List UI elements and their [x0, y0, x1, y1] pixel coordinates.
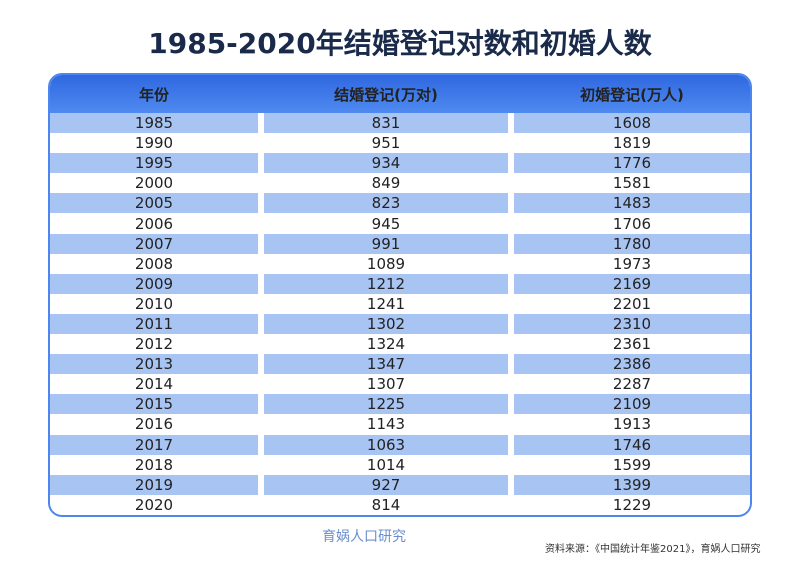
- table-cell: 1819: [612, 134, 652, 153]
- table-cell: 814: [258, 494, 514, 515]
- title: 1985-2020年结婚登记对数和初婚人数: [148, 27, 652, 60]
- table-cell: 1995: [134, 154, 174, 173]
- table-row: 2000 849 1581: [50, 173, 750, 194]
- table-cell: 2361: [612, 335, 652, 354]
- table-cell: 1780: [612, 234, 652, 253]
- table-cell: 1599: [612, 455, 652, 474]
- table-cell: 1212: [258, 273, 514, 294]
- table-cell: 2201: [612, 294, 652, 313]
- table-row: 2006 945 1706: [50, 213, 750, 234]
- table-cell: 2010: [134, 294, 174, 313]
- table-cell: 1483: [612, 194, 652, 213]
- table-cell: 823: [258, 193, 514, 214]
- table-cell: 1307: [258, 374, 514, 395]
- table-cell: 1229: [612, 495, 652, 514]
- table-row: 2012 1324 2361: [50, 334, 750, 355]
- table-row: 2020 814 1229: [50, 494, 750, 515]
- table-cell: 1985: [134, 114, 174, 133]
- table-cell: 1014: [258, 454, 514, 475]
- table-cell: 2006: [134, 214, 174, 233]
- table-cell: 1776: [612, 154, 652, 173]
- table-cell: 1706: [612, 214, 652, 233]
- table-cell: 1608: [612, 114, 652, 133]
- table-cell: 2012: [134, 335, 174, 354]
- table-cell: 2000: [134, 174, 174, 193]
- table-row: 2007 991 1780: [50, 233, 750, 254]
- table-cell: 945: [258, 213, 514, 234]
- table-row: 2017 1063 1746: [50, 434, 750, 455]
- table-cell: 2386: [612, 355, 652, 374]
- table-row: 2013 1347 2386: [50, 354, 750, 375]
- table-cell: 1225: [258, 394, 514, 415]
- table-cell: 1347: [258, 354, 514, 375]
- table-row: 2014 1307 2287: [50, 374, 750, 395]
- table-cell: 831: [258, 113, 514, 134]
- table-cell: 2109: [612, 395, 652, 414]
- header-row: 年份 结婚登记(万对) 初婚登记(万人): [50, 75, 750, 113]
- table-cell: 2016: [134, 415, 174, 434]
- column-header: 初婚登记(万人): [580, 85, 684, 104]
- table-cell: 1990: [134, 134, 174, 153]
- table-row: 2005 823 1483: [50, 193, 750, 214]
- table-row: 2009 1212 2169: [50, 273, 750, 294]
- table-row: 2011 1302 2310: [50, 313, 750, 335]
- table-cell: 1581: [612, 174, 652, 193]
- table-cell: 1089: [258, 253, 514, 274]
- table-cell: 991: [258, 233, 514, 254]
- table-cell: 2310: [612, 314, 652, 333]
- table-cell: 2017: [134, 435, 174, 454]
- table-cell: 2018: [134, 455, 174, 474]
- table-cell: 2169: [612, 274, 652, 293]
- table-row: 1995 934 1776: [50, 153, 750, 174]
- table-row: 2008 1089 1973: [50, 253, 750, 274]
- table-cell: 2009: [134, 274, 174, 293]
- table-cell: 951: [258, 133, 514, 154]
- table-cell: 934: [258, 153, 514, 174]
- table-cell: 1973: [612, 254, 652, 273]
- table-cell: 2007: [134, 234, 174, 253]
- table-cell: 2005: [134, 194, 174, 213]
- table-row: 2015 1225 2109: [50, 394, 750, 415]
- table-cell: 2011: [134, 314, 174, 333]
- table-cell: 1241: [258, 293, 514, 314]
- table: 年份 结婚登记(万对) 初婚登记(万人) 1985 831 1608 1990 951 1…: [48, 73, 752, 517]
- table-cell: 2014: [134, 375, 174, 394]
- logo-text: 育娲人口研究: [322, 529, 406, 545]
- table-cell: 2013: [134, 355, 174, 374]
- table-cell: 1143: [258, 414, 514, 435]
- table-row: 2019 927 1399: [50, 474, 750, 495]
- table-cell: 1913: [612, 415, 652, 434]
- table-cell: 1324: [258, 334, 514, 355]
- column-header: 年份: [138, 85, 169, 104]
- table-cell: 2287: [612, 375, 652, 394]
- table-cell: 1063: [258, 434, 514, 455]
- column-header: 结婚登记(万对): [334, 85, 438, 104]
- table-cell: 2015: [134, 395, 174, 414]
- table-row: 2010 1241 2201: [50, 293, 750, 314]
- table-cell: 1302: [258, 313, 514, 335]
- table-cell: 927: [258, 474, 514, 495]
- table-row: 2016 1143 1913: [50, 414, 750, 435]
- source-note: 资料来源：《中国统计年鉴2021》，育娲人口研究: [545, 544, 761, 555]
- table-row: 2018 1014 1599: [50, 454, 750, 475]
- table-cell: 849: [258, 173, 514, 194]
- table-cell: 2008: [134, 254, 174, 273]
- table-cell: 1399: [612, 475, 652, 494]
- table-cell: 1746: [612, 435, 652, 454]
- table-row: 1990 951 1819: [50, 133, 750, 154]
- table-cell: 2019: [134, 475, 174, 494]
- table-cell: 2020: [134, 495, 174, 514]
- table-row: 1985 831 1608: [50, 113, 750, 134]
